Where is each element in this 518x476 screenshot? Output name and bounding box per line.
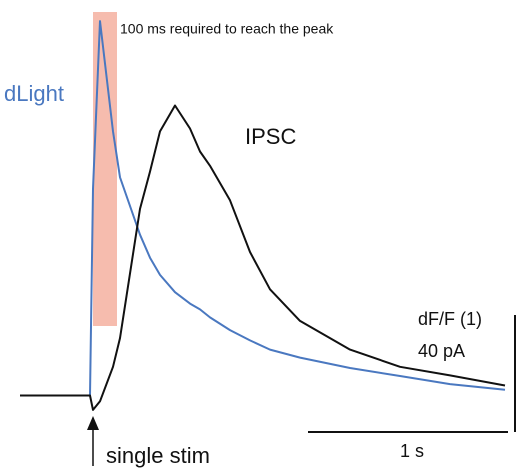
scale-label: 1 s xyxy=(400,441,424,461)
legend-label: dLight xyxy=(4,81,64,106)
scale-label: dF/F (1) xyxy=(418,309,482,329)
legend-label: IPSC xyxy=(245,124,296,149)
annotation: 100 ms required to reach the peak xyxy=(120,21,334,37)
stim-arrow-head xyxy=(87,416,99,430)
trace xyxy=(20,104,506,411)
stim-label: single stim xyxy=(106,443,210,468)
trace xyxy=(20,20,506,397)
scale-label: 40 pA xyxy=(418,341,465,361)
